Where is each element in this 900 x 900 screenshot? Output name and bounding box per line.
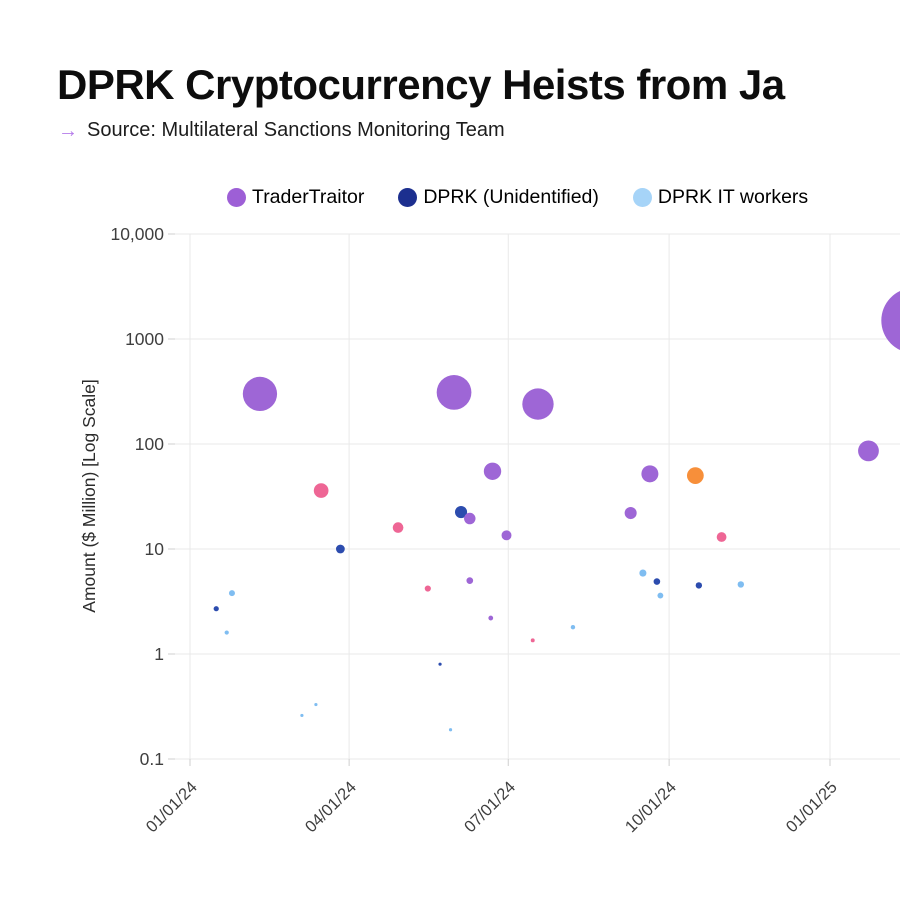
bubble[interactable] xyxy=(641,465,659,483)
legend-dot-purple-icon xyxy=(227,188,246,207)
source-text: Source: Multilateral Sanctions Monitorin… xyxy=(87,119,505,141)
bubble[interactable] xyxy=(657,592,664,599)
bubble[interactable] xyxy=(737,581,745,588)
bubble[interactable] xyxy=(335,544,345,554)
bubble[interactable] xyxy=(242,376,278,412)
source-line: → Source: Multilateral Sanctions Monitor… xyxy=(58,119,505,142)
legend-item-dprk-it-workers[interactable]: DPRK IT workers xyxy=(632,186,809,209)
legend-label: DPRK (Unidentified) xyxy=(423,186,599,208)
bubble[interactable] xyxy=(213,606,219,612)
y-tick-label: 1 xyxy=(154,644,164,664)
bubble[interactable] xyxy=(716,532,727,542)
bubble[interactable] xyxy=(695,582,703,589)
x-tick-label: 01/01/25 xyxy=(783,778,841,836)
legend-dot-navy-icon xyxy=(398,188,418,207)
legend-item-dprk-unidentified[interactable]: DPRK (Unidentified) xyxy=(398,186,599,209)
bubble[interactable] xyxy=(436,375,472,410)
legend: TraderTraitor DPRK (Unidentified) DPRK I… xyxy=(227,186,808,209)
y-tick-label: 1000 xyxy=(125,329,164,349)
bubble[interactable] xyxy=(653,578,661,585)
bubble[interactable] xyxy=(438,662,442,666)
bubble[interactable] xyxy=(858,440,879,462)
x-tick-label: 07/01/24 xyxy=(461,778,519,836)
bubble[interactable] xyxy=(224,630,229,635)
bubble[interactable] xyxy=(881,288,900,353)
x-tick-label: 10/01/24 xyxy=(622,778,680,836)
bubble[interactable] xyxy=(466,577,474,584)
legend-item-tradertraitor[interactable]: TraderTraitor xyxy=(227,186,364,209)
bubble[interactable] xyxy=(686,467,704,484)
bubble[interactable] xyxy=(392,522,404,533)
bubble[interactable] xyxy=(228,590,235,597)
y-tick-label: 10,000 xyxy=(110,224,164,244)
arrow-icon: → xyxy=(58,119,78,142)
bubble[interactable] xyxy=(424,585,431,592)
y-tick-label: 10 xyxy=(145,539,165,559)
bubble[interactable] xyxy=(454,505,468,519)
bubble[interactable] xyxy=(314,702,318,707)
bubble[interactable] xyxy=(448,728,453,732)
bubble[interactable] xyxy=(522,388,554,420)
bubble[interactable] xyxy=(464,512,476,525)
bubble[interactable] xyxy=(483,462,502,480)
legend-label: DPRK IT workers xyxy=(657,186,809,208)
page-title: DPRK Cryptocurrency Heists from Ja xyxy=(57,61,785,108)
bubble[interactable] xyxy=(488,615,494,621)
bubble[interactable] xyxy=(300,713,304,718)
bubble[interactable] xyxy=(624,507,637,520)
bubble[interactable] xyxy=(570,624,576,630)
bubble[interactable] xyxy=(530,638,535,643)
bubble[interactable] xyxy=(639,569,647,577)
y-axis-title: Amount ($ Million) [Log Scale] xyxy=(79,379,99,612)
y-tick-label: 100 xyxy=(135,434,164,454)
bubble[interactable] xyxy=(313,483,329,498)
x-tick-label: 04/01/24 xyxy=(302,778,360,836)
legend-label: TraderTraitor xyxy=(252,186,365,208)
x-tick-label: 01/01/24 xyxy=(143,778,201,836)
y-tick-label: 0.1 xyxy=(140,749,164,769)
legend-dot-lightblue-icon xyxy=(632,188,652,207)
bubble[interactable] xyxy=(501,530,512,541)
